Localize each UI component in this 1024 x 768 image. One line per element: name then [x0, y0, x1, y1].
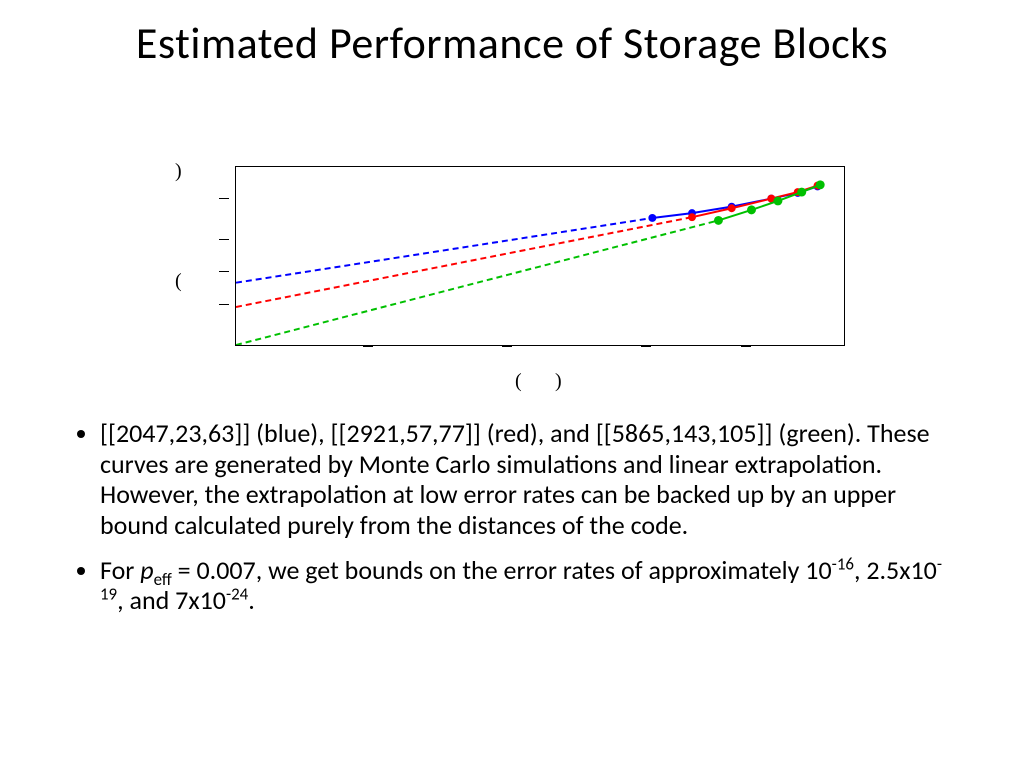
series-green-marker: [797, 188, 806, 197]
bullet-2: For peff = 0.007, we get bounds on the e…: [100, 555, 952, 616]
series-green-marker: [773, 197, 782, 206]
series-red-marker: [728, 204, 736, 212]
code-red: [[2921,57,77]]: [331, 417, 481, 449]
code-blue: [[2047,23,63]]: [100, 417, 250, 449]
plot-area: [235, 166, 845, 346]
code-green: [[5865,143,105]]: [596, 417, 773, 449]
body-text: [[2047,23,63]] (blue), [[2921,57,77]] (r…: [72, 418, 952, 630]
series-red-marker: [688, 213, 696, 221]
slide: Estimated Performance of Storage Blocks …: [0, 0, 1024, 768]
series-green-extrapolation: [236, 220, 718, 345]
bullet-1: [[2047,23,63]] (blue), [[2921,57,77]] (r…: [100, 418, 952, 541]
y-axis-label-bottom: (: [175, 270, 182, 293]
slide-title: Estimated Performance of Storage Blocks: [0, 0, 1024, 69]
y-axis-label-top: ): [175, 160, 182, 183]
series-blue-marker: [648, 214, 656, 222]
x-axis-label-right: ): [555, 370, 562, 393]
x-axis-label-left: (: [515, 370, 522, 393]
series-blue-extrapolation: [236, 218, 652, 283]
series-green-marker: [816, 180, 825, 189]
p-variable: p: [140, 554, 153, 586]
series-green-marker: [714, 216, 723, 225]
plot-svg: [236, 167, 844, 345]
series-green-marker: [747, 205, 756, 214]
series-red-extrapolation: [236, 217, 692, 307]
performance-chart: ) ( ( ): [175, 160, 855, 390]
series-blue-line: [652, 186, 817, 218]
